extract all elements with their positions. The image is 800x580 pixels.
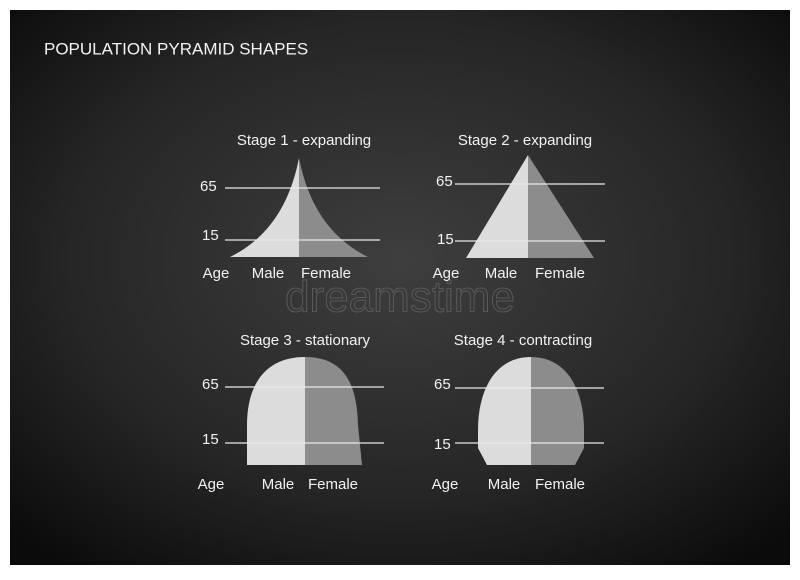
- panel-title: Stage 1 - expanding: [237, 132, 371, 149]
- male-label: Male: [485, 265, 518, 282]
- page-title: POPULATION PYRAMID SHAPES: [44, 39, 308, 58]
- tick-label: 65: [434, 376, 451, 393]
- female-shape: [528, 155, 594, 258]
- female-label: Female: [535, 476, 585, 493]
- male-label: Male: [262, 476, 295, 493]
- axis-label: Age: [198, 476, 225, 493]
- tick-label: 15: [434, 436, 451, 453]
- tick-label: 65: [436, 173, 453, 190]
- female-label: Female: [535, 265, 585, 282]
- tick-label: 65: [200, 178, 217, 195]
- female-shape: [299, 158, 368, 257]
- male-label: Male: [488, 476, 521, 493]
- male-label: Male: [252, 265, 285, 282]
- female-shape: [305, 357, 362, 465]
- female-label: Female: [308, 476, 358, 493]
- male-shape: [247, 357, 305, 465]
- male-shape: [466, 155, 528, 258]
- female-shape: [531, 357, 584, 465]
- male-shape: [230, 158, 299, 257]
- panel: Stage 1 - expanding 65 15 Age Male Femal…: [200, 132, 380, 282]
- panel-title: Stage 3 - stationary: [240, 332, 371, 349]
- tick-label: 15: [202, 227, 219, 244]
- female-label: Female: [301, 265, 351, 282]
- panel-title: Stage 2 - expanding: [458, 132, 592, 149]
- male-shape: [478, 357, 531, 465]
- watermark: dreamstime: [285, 273, 515, 322]
- tick-label: 15: [437, 231, 454, 248]
- axis-label: Age: [203, 265, 230, 282]
- chalkboard: [10, 10, 790, 565]
- tick-label: 65: [202, 376, 219, 393]
- panel-title: Stage 4 - contracting: [454, 332, 592, 349]
- axis-label: Age: [433, 265, 460, 282]
- panel: Stage 3 - stationary 65 15 Age Male Fema…: [198, 332, 384, 493]
- tick-label: 15: [202, 431, 219, 448]
- axis-label: Age: [432, 476, 459, 493]
- panel: Stage 4 - contracting 65 15 Age Male Fem…: [432, 332, 604, 493]
- panel: Stage 2 - expanding 65 15 Age Male Femal…: [433, 132, 605, 282]
